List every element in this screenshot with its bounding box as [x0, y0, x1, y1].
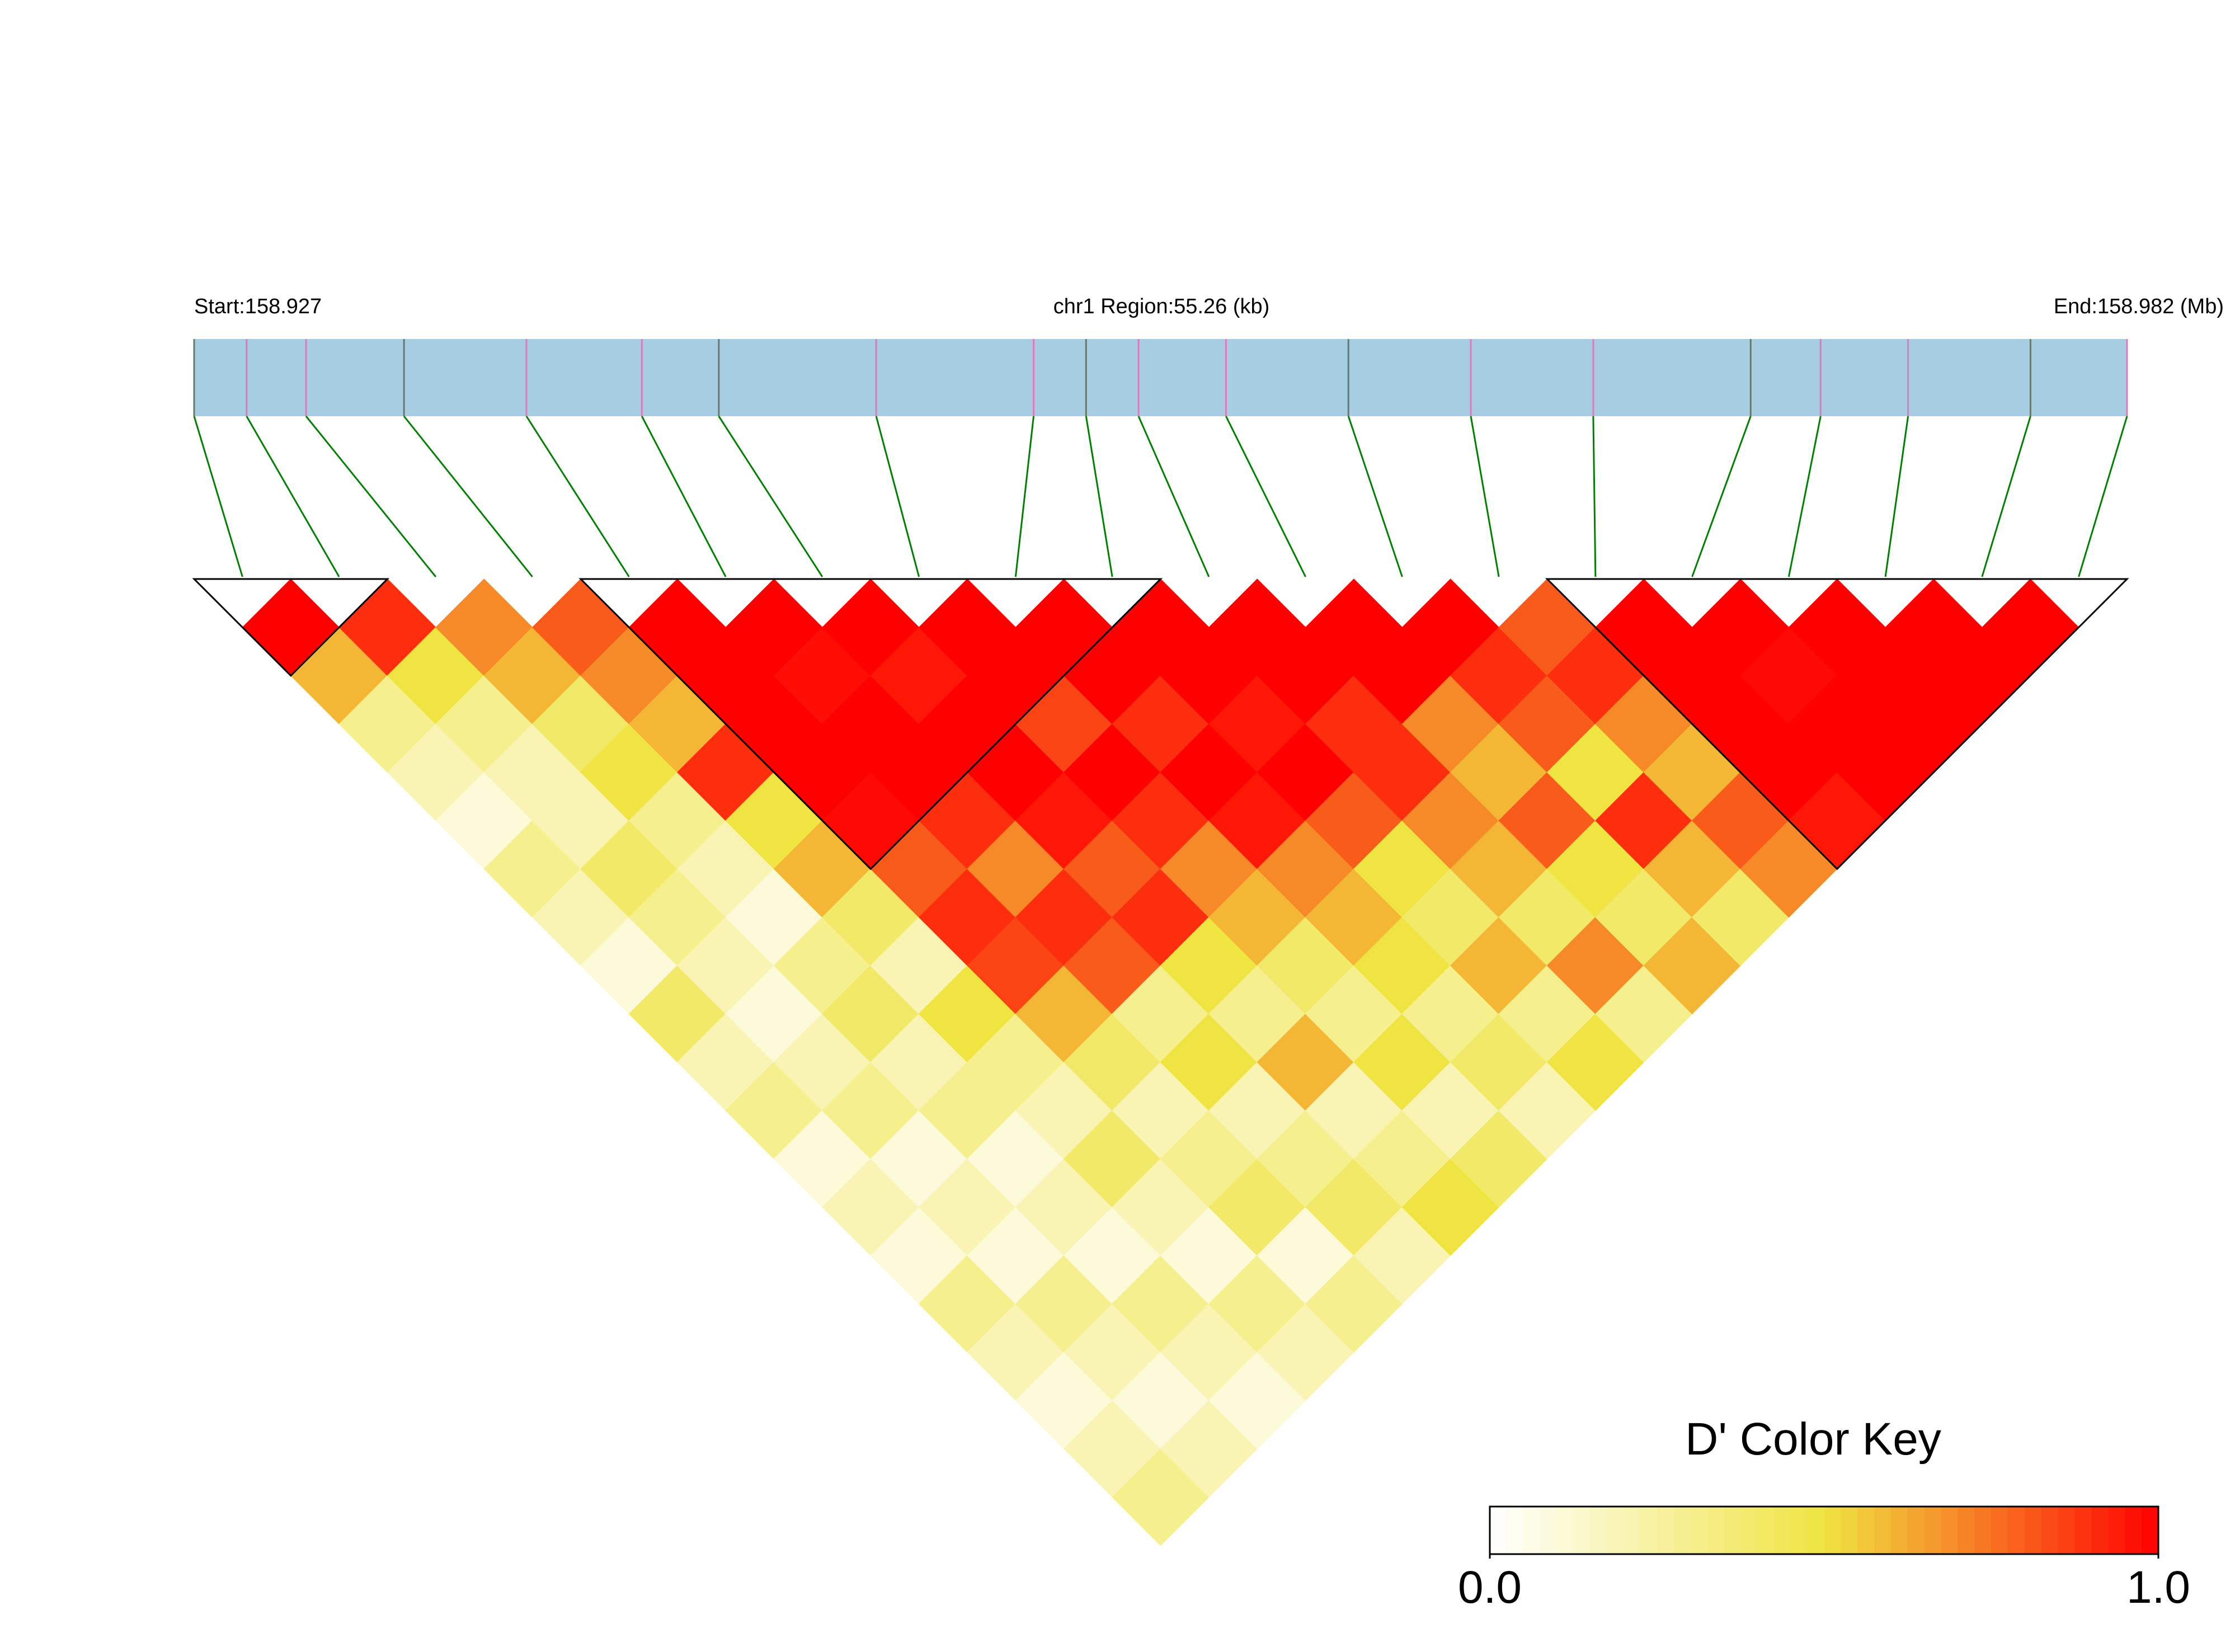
snp-connector	[1225, 416, 1306, 577]
snp-connector	[1981, 416, 2031, 577]
snp-connector	[403, 416, 533, 577]
colorkey-segment	[1740, 1507, 1758, 1554]
colorkey-segment	[1991, 1507, 2009, 1554]
ld-block-outline	[1545, 578, 2129, 870]
colorkey-segment	[1523, 1507, 1541, 1554]
snp-connector	[1470, 416, 1500, 577]
colorkey-segment	[1824, 1507, 1842, 1554]
colorkey-segment	[1506, 1507, 1524, 1554]
colorkey-segment	[1624, 1507, 1641, 1554]
snp-connector	[525, 416, 630, 577]
colorkey-segment	[1556, 1507, 1574, 1554]
colorkey-segment	[2108, 1507, 2126, 1554]
colorkey-segment	[1924, 1507, 1942, 1554]
start-label: Start:158.927	[194, 295, 322, 318]
snp-connector	[1884, 416, 1909, 577]
colorkey-segment	[1657, 1507, 1674, 1554]
snp-connector	[1137, 416, 1210, 577]
colorkey-segment	[1573, 1507, 1591, 1554]
colorkey-tick-label: 1.0	[2126, 1562, 2190, 1613]
snp-connector	[875, 416, 920, 577]
colorkey-segment	[1707, 1507, 1725, 1554]
colorkey-segment	[1874, 1507, 1891, 1554]
colorkey-segment	[1841, 1507, 1858, 1554]
colorkey-segment	[1807, 1507, 1825, 1554]
colorkey-tick-label: 0.0	[1458, 1562, 1522, 1613]
snp-connector	[305, 416, 437, 577]
snp-connector	[2078, 416, 2128, 577]
snp-connector	[1085, 416, 1113, 577]
colorkey-segment	[2125, 1507, 2143, 1554]
snp-connector	[1014, 416, 1035, 577]
snp-connector	[1592, 416, 1597, 577]
colorkey-segment	[1958, 1507, 1975, 1554]
colorkey-segment	[1540, 1507, 1558, 1554]
colorkey-segment	[1857, 1507, 1875, 1554]
colorkey-segment	[1757, 1507, 1775, 1554]
snp-connector	[641, 416, 727, 577]
colorkey-segment	[1974, 1507, 1992, 1554]
colorkey-segment	[1724, 1507, 1742, 1554]
region-label: chr1 Region:55.26 (kb)	[1053, 295, 1270, 318]
snp-connector	[1347, 416, 1403, 577]
colorkey-segment	[2091, 1507, 2109, 1554]
colorkey-segment	[2041, 1507, 2059, 1554]
colorkey-segment	[1773, 1507, 1791, 1554]
colorkey-segment	[1490, 1507, 1507, 1554]
snp-connector	[718, 416, 824, 577]
snp-connector	[1787, 416, 1822, 577]
colorkey-segment	[1907, 1507, 1925, 1554]
colorkey-segment	[1640, 1507, 1658, 1554]
colorkey-segment	[2142, 1507, 2159, 1554]
gene-track	[194, 339, 2127, 416]
colorkey-segment	[2008, 1507, 2025, 1554]
colorkey-segment	[2058, 1507, 2076, 1554]
colorkey-segment	[2074, 1507, 2092, 1554]
colorkey-segment	[1673, 1507, 1691, 1554]
colorkey-segment	[1790, 1507, 1808, 1554]
colorkey-segment	[1941, 1507, 1959, 1554]
end-label: End:158.982 (Mb)	[2054, 295, 2224, 318]
snp-connector	[193, 416, 243, 577]
colorkey-segment	[1891, 1507, 1908, 1554]
snp-connector	[1691, 416, 1752, 577]
colorkey-segment	[1590, 1507, 1608, 1554]
colorkey-title: D' Color Key	[1685, 1414, 1941, 1465]
colorkey-segment	[2025, 1507, 2042, 1554]
snp-connector	[246, 416, 340, 577]
ld-block-outline	[578, 578, 1163, 870]
ld-block-outline	[192, 578, 390, 677]
colorkey-segment	[1690, 1507, 1708, 1554]
colorkey-frame	[1489, 1505, 2159, 1555]
colorkey-segment	[1607, 1507, 1624, 1554]
